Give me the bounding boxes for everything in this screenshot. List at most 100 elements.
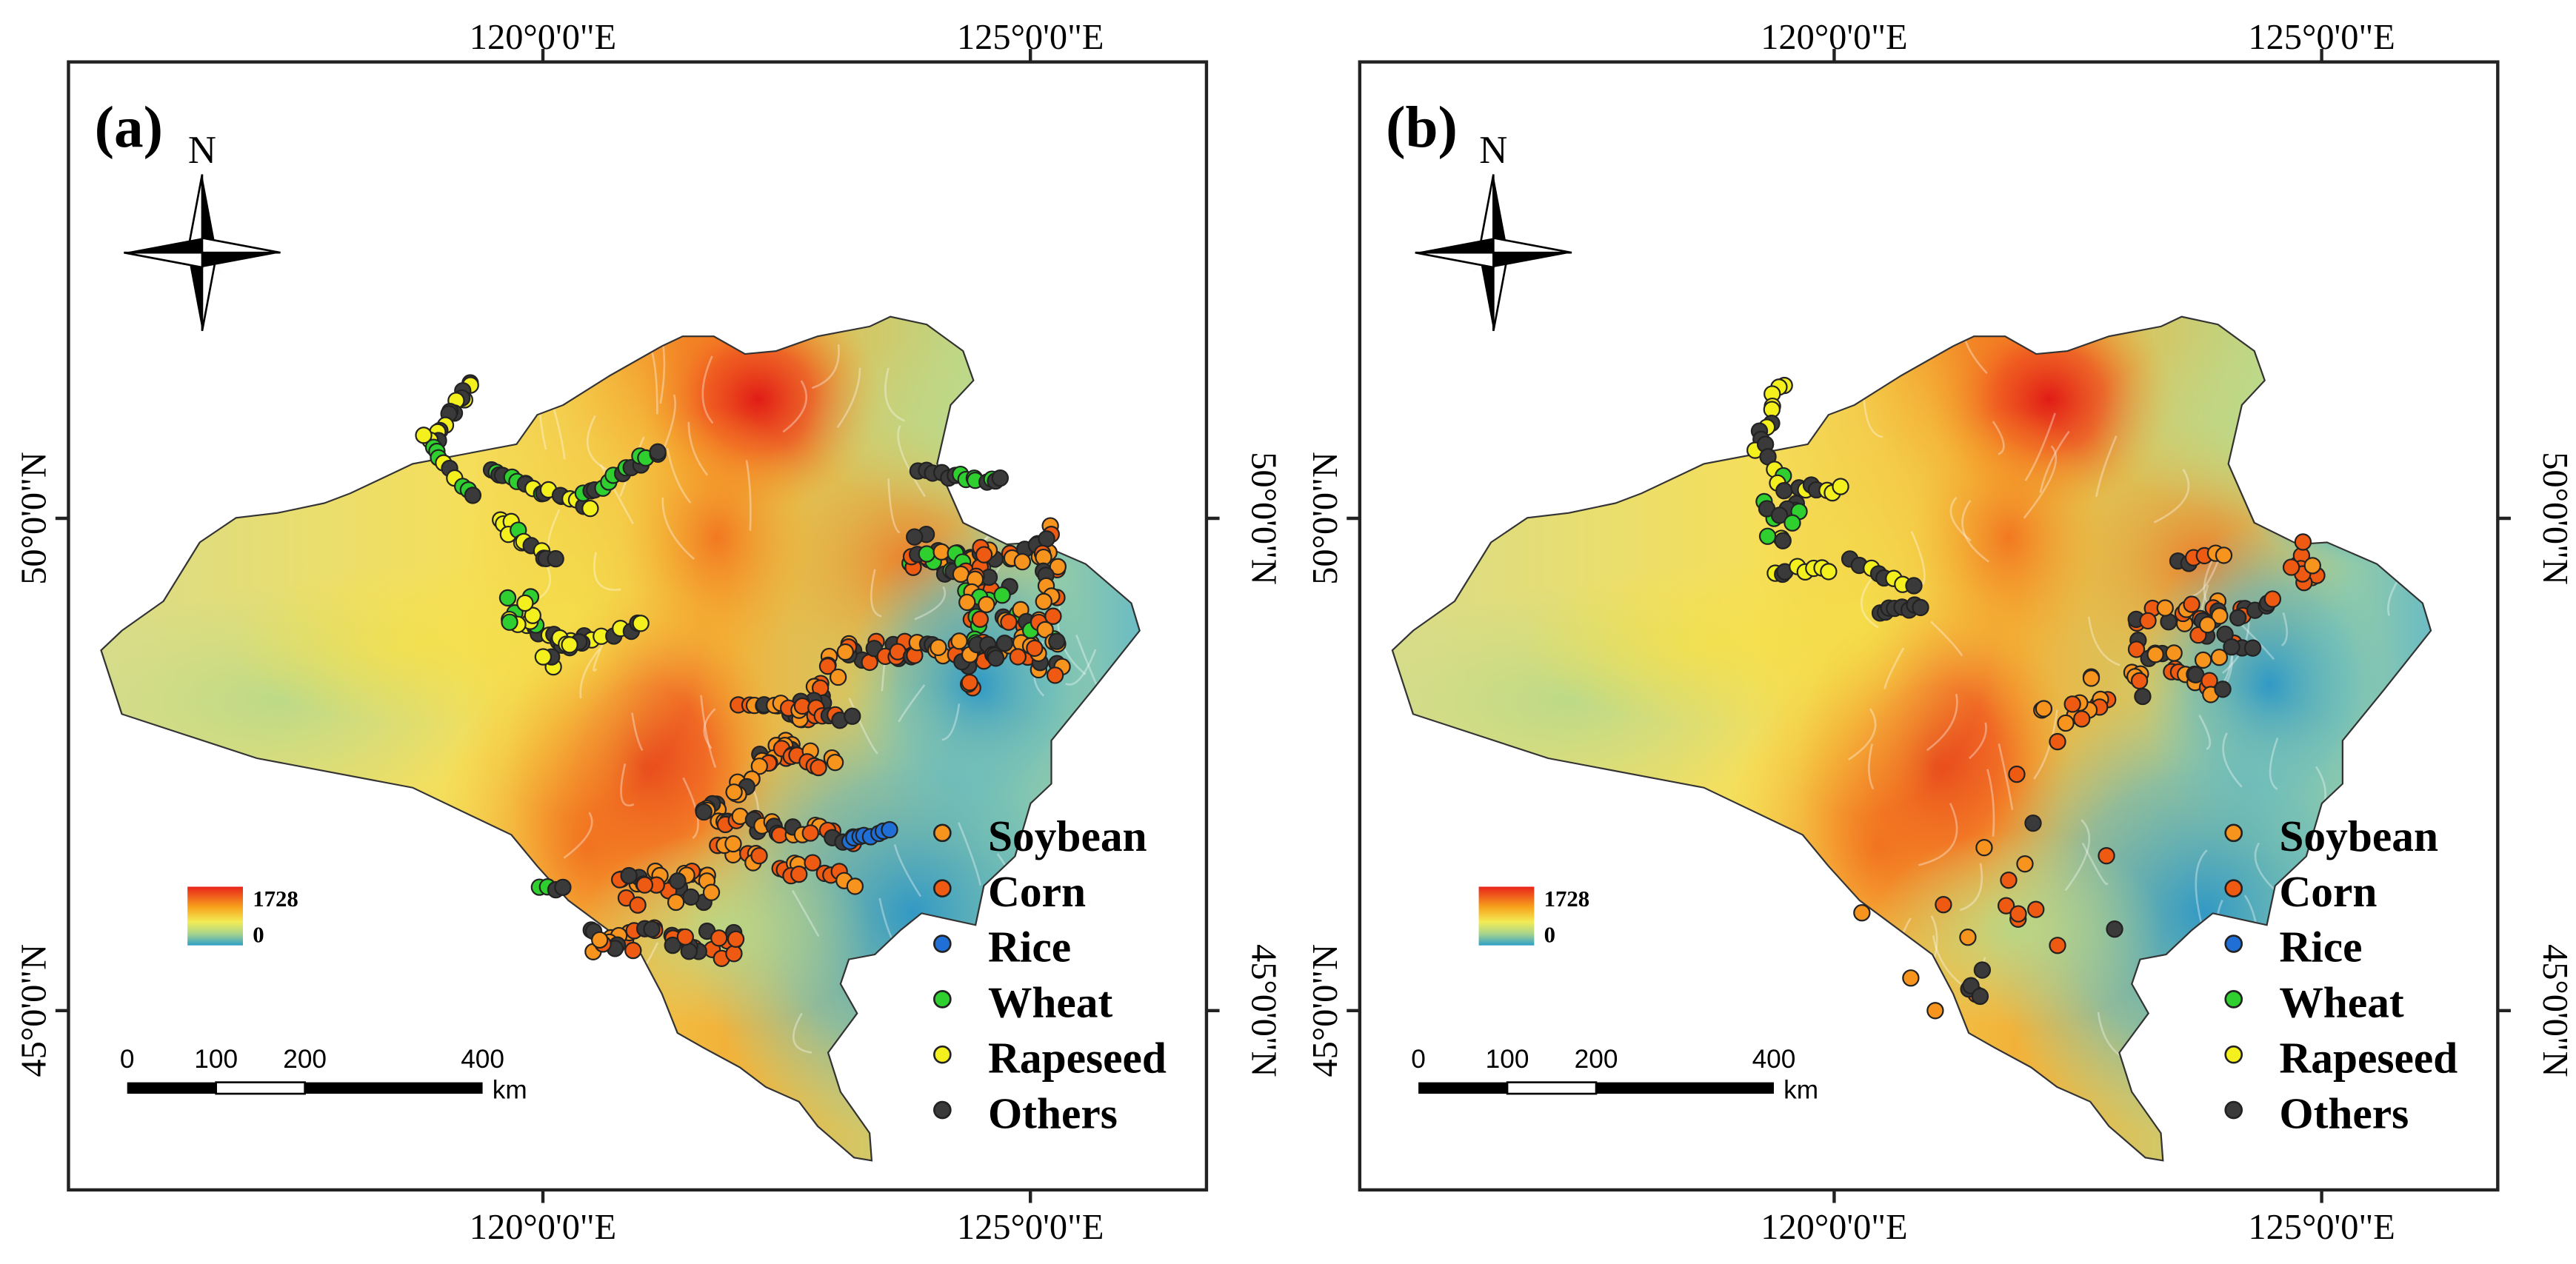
- sample-point: [1026, 639, 1044, 658]
- legend-label-soybean: Soybean: [2279, 812, 2438, 860]
- sample-point: [591, 931, 609, 949]
- sample-point: [750, 847, 768, 865]
- sample-point: [1013, 552, 1032, 571]
- sample-point: [1000, 613, 1018, 631]
- right-lat-label: 45°0'0"N: [1244, 944, 1284, 1077]
- top-lon-label: 120°0'0"E: [470, 18, 616, 57]
- sample-point: [561, 636, 578, 654]
- sample-point: [724, 835, 742, 853]
- elevation-colorbar: [187, 886, 243, 946]
- sample-point: [534, 648, 553, 666]
- sample-point: [2106, 920, 2123, 938]
- sample-point: [2194, 651, 2212, 669]
- sample-point: [1035, 592, 1052, 611]
- sample-point: [918, 545, 935, 563]
- sample-point: [952, 565, 970, 583]
- bottom-lon-label: 125°0'0"E: [957, 1208, 1104, 1247]
- sample-point: [1971, 987, 1989, 1006]
- right-lat-label: 50°0'0"N: [2535, 452, 2575, 585]
- sample-point: [2127, 641, 2146, 658]
- north-arrow-icon: [124, 174, 281, 332]
- sample-point: [710, 929, 728, 947]
- legend-marker-rice: [933, 934, 952, 953]
- sample-point: [643, 920, 661, 938]
- sample-point: [995, 635, 1014, 652]
- sample-point: [2024, 814, 2042, 832]
- sample-point: [2009, 905, 2027, 923]
- sample-point: [958, 593, 976, 612]
- sample-point: [501, 613, 518, 631]
- scale-bar: [127, 1081, 483, 1095]
- right-lat-label: 50°0'0"N: [1244, 452, 1284, 585]
- sample-point: [993, 586, 1011, 604]
- sample-point: [649, 443, 667, 461]
- legend-label-others: Others: [988, 1089, 1118, 1137]
- sample-point: [524, 606, 541, 624]
- scale-tick-label: 0: [1411, 1045, 1426, 1074]
- sample-point: [844, 707, 861, 725]
- scale-tick-label: 100: [194, 1045, 238, 1074]
- sample-point: [2049, 732, 2066, 751]
- left-lat-label: 50°0'0"N: [15, 452, 54, 585]
- sample-point: [1048, 632, 1066, 650]
- sample-point: [975, 546, 993, 564]
- legend-marker-others: [2224, 1100, 2243, 1120]
- legend-marker-others: [933, 1100, 952, 1120]
- sample-point: [961, 674, 978, 692]
- top-lon-label: 120°0'0"E: [1761, 18, 1907, 57]
- sample-point: [2016, 855, 2034, 873]
- legend-marker-rapeseed: [933, 1045, 952, 1064]
- sample-point: [516, 594, 534, 612]
- sample-point: [2282, 558, 2300, 576]
- sample-point: [1912, 598, 1929, 617]
- top-lon-label: 125°0'0"E: [957, 18, 1104, 57]
- sample-point: [464, 486, 482, 504]
- sample-point: [932, 543, 950, 561]
- sample-point: [1935, 896, 1952, 914]
- sample-point: [1770, 506, 1789, 524]
- bottom-lon-label: 120°0'0"E: [1761, 1208, 1907, 1247]
- elevation-max-label: 1728: [1544, 886, 1590, 912]
- sample-point: [695, 803, 713, 821]
- scale-tick-label: 200: [1575, 1045, 1618, 1074]
- sample-point: [2294, 533, 2312, 551]
- north-label: N: [188, 129, 216, 172]
- sample-point: [547, 549, 564, 568]
- legend-marker-corn: [933, 879, 952, 898]
- sample-point: [2211, 607, 2229, 625]
- sample-point: [581, 499, 599, 518]
- sample-point: [1832, 478, 1849, 495]
- sample-point: [1959, 929, 1977, 946]
- scale-tick-label: 200: [283, 1045, 327, 1074]
- sample-point: [498, 589, 517, 607]
- legend-marker-rapeseed: [2224, 1045, 2243, 1064]
- sample-point: [2035, 700, 2053, 718]
- sample-point: [1820, 563, 1838, 581]
- legend-marker-rice: [2224, 934, 2243, 953]
- sample-point: [950, 632, 968, 650]
- sample-point: [725, 783, 743, 801]
- left-lat-label: 50°0'0"N: [1306, 452, 1345, 585]
- legend-label-wheat: Wheat: [2279, 978, 2404, 1027]
- sample-point: [2223, 638, 2240, 656]
- panel-label: (b): [1386, 95, 1458, 160]
- sample-point: [680, 943, 698, 960]
- north-arrow-icon: [1415, 174, 1572, 332]
- sample-point: [1783, 514, 1801, 532]
- sample-point: [635, 876, 654, 894]
- left-lat-label: 45°0'0"N: [1306, 944, 1345, 1077]
- region-outline: [1391, 315, 2432, 1162]
- sample-point: [987, 649, 1005, 667]
- sample-point: [702, 883, 721, 901]
- sample-point: [1758, 527, 1777, 545]
- sample-point: [978, 595, 995, 614]
- scale-unit-label: km: [493, 1076, 527, 1105]
- sample-point: [2214, 681, 2232, 698]
- scale-tick-label: 0: [120, 1045, 135, 1074]
- scale-bar: [1418, 1081, 1774, 1095]
- sample-points: [415, 374, 1071, 967]
- sample-point: [818, 657, 837, 675]
- top-lon-label: 125°0'0"E: [2248, 18, 2395, 57]
- sample-point: [624, 941, 642, 960]
